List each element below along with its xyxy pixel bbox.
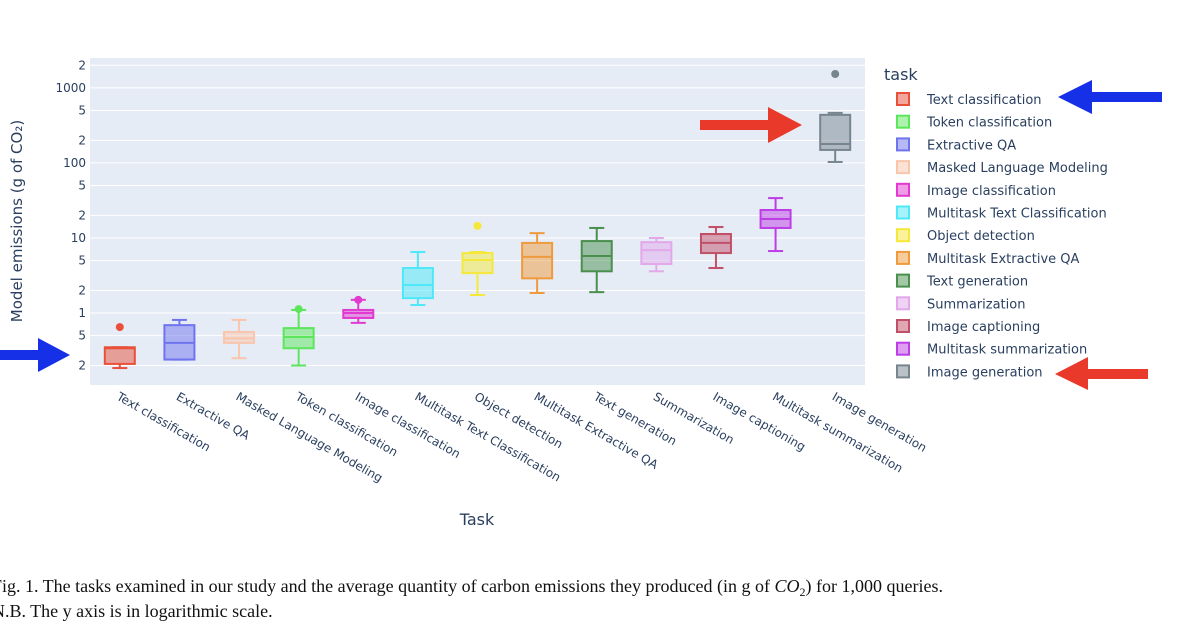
box [401, 267, 434, 300]
y-tick-label: 100 [63, 156, 86, 170]
box-group [759, 197, 792, 253]
legend-label: Image classification [927, 184, 1056, 199]
legend-swatch [896, 228, 910, 243]
legend-label: Text generation [926, 275, 1028, 290]
y-tick-label: 2 [78, 208, 86, 222]
box [103, 346, 136, 365]
legend-swatch [896, 250, 910, 265]
red-arrow [700, 107, 802, 143]
legend-label: Text classification [926, 93, 1042, 108]
caption-formula: CO [775, 576, 800, 596]
caption-text: Fig. 1. The tasks examined in our study … [0, 576, 775, 597]
legend-label: Multitask Extractive QA [927, 252, 1080, 267]
legend-label: Summarization [927, 297, 1025, 312]
box-group [699, 226, 732, 270]
outlier [831, 70, 840, 79]
legend-swatch [896, 182, 910, 197]
outlier [294, 305, 303, 314]
legend-swatch [896, 364, 910, 379]
blue-arrow [0, 338, 70, 372]
box-group [640, 236, 673, 273]
y-tick-label: 10 [71, 231, 86, 245]
legend-label: Token classification [926, 116, 1052, 131]
legend-label: Extractive QA [927, 138, 1016, 153]
x-tick-label: Token classification [292, 389, 400, 459]
box-group [103, 323, 136, 370]
legend-swatch [896, 114, 910, 129]
legend-swatch [896, 160, 910, 175]
y-tick-label: 5 [78, 254, 86, 268]
legend-label: Image captioning [927, 320, 1040, 335]
caption-line: N.B. The y axis is in logarithmic scale. [0, 601, 273, 621]
legend-label: Image generation [927, 365, 1043, 380]
legend-swatch [896, 92, 910, 106]
x-tick-label: Image classification [353, 389, 463, 461]
caption-subscript: 2 [800, 585, 806, 599]
y-tick-label: 5 [78, 329, 86, 343]
outlier [115, 323, 124, 332]
box-group [342, 295, 375, 324]
legend-swatch [896, 137, 910, 152]
box [521, 241, 554, 280]
box-group [521, 232, 554, 294]
y-tick-label: 2 [78, 58, 86, 72]
legend-swatch [896, 319, 910, 333]
arrows [0, 80, 1162, 390]
legend-label: Multitask summarization [927, 343, 1087, 358]
red-arrow [1055, 357, 1148, 390]
box-group [401, 251, 434, 307]
outlier [354, 295, 363, 304]
box-group [223, 318, 256, 360]
y-tick-label: 1000 [55, 81, 86, 95]
box-group [163, 318, 196, 361]
y-tick-label: 5 [78, 179, 86, 193]
legend-swatch [896, 296, 910, 311]
legend-swatch [896, 205, 910, 220]
caption-line: Fig. 1. The tasks examined in our study … [0, 576, 943, 599]
legend-swatch [896, 341, 910, 356]
x-axis-title: Task [459, 510, 495, 529]
box [640, 241, 673, 266]
box-group [282, 305, 315, 367]
legend-label: Multitask Text Classification [927, 207, 1107, 222]
box [461, 252, 494, 275]
x-tick-label: Image generation [830, 389, 929, 454]
legend-label: Masked Language Modeling [927, 161, 1108, 176]
legend-label: Object detection [927, 229, 1035, 244]
legend-swatch [896, 273, 910, 288]
y-tick-label: 1 [78, 306, 86, 320]
box-group [580, 226, 613, 294]
y-axis-title: Model emissions (g of CO₂) [8, 120, 26, 322]
y-tick-label: 2 [78, 133, 86, 147]
y-tick-label: 2 [78, 359, 86, 373]
blue-arrow [1058, 80, 1162, 114]
caption-text: ) for 1,000 queries. [806, 576, 943, 597]
box [282, 327, 315, 350]
plot-background [90, 58, 865, 385]
legend-title: task [884, 65, 918, 84]
box-group [461, 221, 494, 296]
outlier [473, 221, 482, 230]
box-group [819, 70, 852, 163]
y-tick-label: 5 [78, 103, 86, 117]
y-tick-label: 2 [78, 283, 86, 297]
